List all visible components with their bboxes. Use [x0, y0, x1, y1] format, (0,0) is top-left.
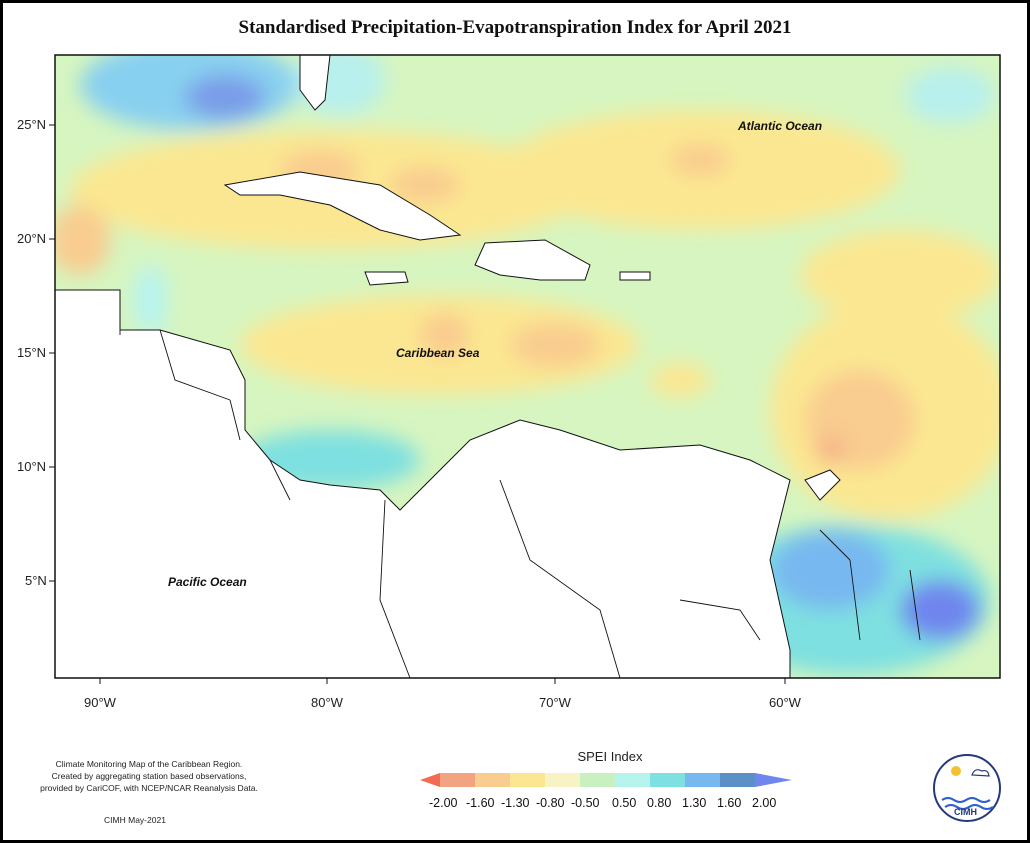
- cimh-logo: [933, 754, 1001, 822]
- legend-swatch: [650, 773, 685, 787]
- legend-swatch-high: [755, 773, 792, 787]
- legend-tick: 1.30: [682, 796, 707, 810]
- caribbean-sea-label: Caribbean Sea: [396, 346, 480, 360]
- legend-swatch: [580, 773, 615, 787]
- hispaniola: [474, 239, 591, 281]
- sun-icon: [951, 766, 961, 776]
- legend-tick: -0.80: [536, 796, 565, 810]
- legend-tick: 0.80: [647, 796, 672, 810]
- credits-text: Climate Monitoring Map of the Caribbean …: [40, 759, 258, 793]
- lat-label: 15°N: [17, 345, 47, 360]
- legend-swatch: [510, 773, 545, 787]
- land-masses: [55, 55, 841, 678]
- lat-label: 25°N: [17, 117, 47, 132]
- lon-label: 60°W: [769, 695, 801, 710]
- pacific-ocean-label: Pacific Ocean: [168, 575, 247, 589]
- legend-colorbar: [420, 773, 792, 787]
- atlantic-ocean-label: Atlantic Ocean: [738, 119, 823, 133]
- map-title: Standardised Precipitation-Evapotranspir…: [238, 17, 792, 38]
- cimh-logo-text: CIMH: [954, 807, 977, 817]
- lat-label: 20°N: [17, 231, 47, 246]
- country-borders: [119, 290, 921, 678]
- legend-swatch: [720, 773, 755, 787]
- puerto-rico: [619, 271, 651, 281]
- legend-title: SPEI Index: [577, 749, 643, 764]
- legend-tick: 2.00: [752, 796, 777, 810]
- lat-label: 10°N: [17, 459, 47, 474]
- cloud-icon: [971, 769, 990, 777]
- florida: [299, 55, 331, 111]
- legend-tick: -1.60: [466, 796, 495, 810]
- lon-label: 70°W: [539, 695, 571, 710]
- credits-date: CIMH May-2021: [104, 815, 166, 825]
- jamaica: [364, 271, 409, 286]
- legend-tick: 0.50: [612, 796, 637, 810]
- legend-swatch: [545, 773, 580, 787]
- legend-swatch-low: [420, 773, 440, 787]
- map-border: [54, 54, 1001, 679]
- trinidad: [804, 469, 841, 501]
- lat-label: 5°N: [25, 573, 47, 588]
- lon-label: 90°W: [84, 695, 116, 710]
- legend-tick: 1.60: [717, 796, 742, 810]
- legend-tick: -1.30: [501, 796, 530, 810]
- legend-tick: -2.00: [429, 796, 458, 810]
- waves-icon: [941, 797, 991, 803]
- lon-label: 80°W: [311, 695, 343, 710]
- cuba: [223, 171, 462, 241]
- legend-swatch: [615, 773, 650, 787]
- axis-ticks: [49, 124, 786, 684]
- legend-swatch: [685, 773, 720, 787]
- central-south-america: [55, 289, 791, 678]
- legend-swatch: [440, 773, 475, 787]
- legend-swatch: [475, 773, 510, 787]
- legend-tick: -0.50: [571, 796, 600, 810]
